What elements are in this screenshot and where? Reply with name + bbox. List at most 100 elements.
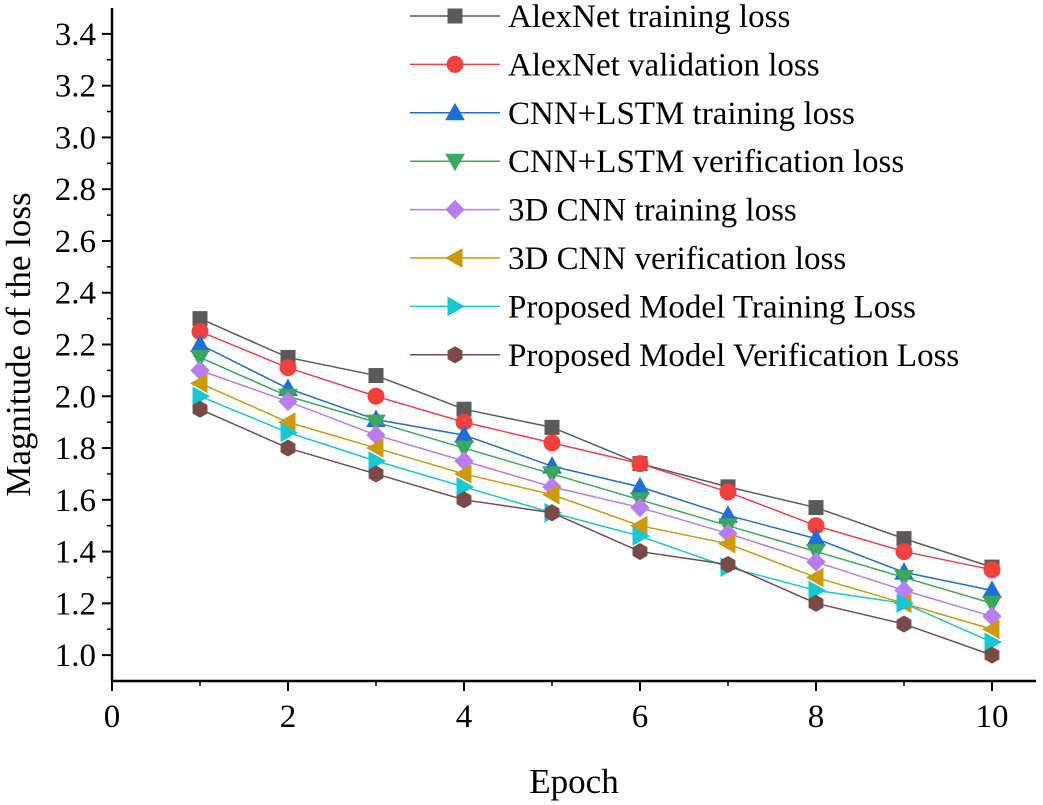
data-point — [631, 455, 649, 473]
data-point — [894, 569, 914, 588]
legend-marker — [447, 8, 463, 24]
data-point — [983, 561, 1001, 579]
series-line — [199, 343, 993, 592]
y-tick-label: 2.2 — [55, 328, 96, 364]
data-point — [806, 552, 826, 572]
data-point — [366, 414, 386, 433]
legend-item: AlexNet validation loss — [410, 47, 820, 83]
legend-marker — [445, 102, 465, 121]
legend-item: CNN+LSTM training loss — [410, 96, 855, 132]
data-point — [896, 593, 915, 614]
data-point — [808, 580, 827, 601]
y-tick-label: 1.4 — [55, 535, 96, 571]
y-tick-label: 2.0 — [55, 379, 96, 415]
data-point — [367, 387, 385, 405]
data-point — [541, 484, 560, 505]
x-tick-label: 2 — [280, 699, 297, 735]
data-point — [453, 464, 472, 484]
legend-item: CNN+LSTM verification loss — [410, 144, 904, 180]
data-point — [192, 386, 211, 407]
data-point — [632, 542, 648, 561]
y-tick-label: 3.2 — [55, 69, 96, 105]
x-axis-title: Epoch — [529, 762, 619, 801]
series-line — [199, 356, 993, 605]
data-point — [368, 368, 384, 384]
data-point — [543, 434, 561, 452]
legend-label: Proposed Model Training Loss — [508, 289, 916, 325]
data-point — [717, 533, 736, 554]
legend-label: 3D CNN verification loss — [508, 241, 846, 277]
data-point — [982, 595, 1002, 614]
series-8 — [192, 400, 1000, 664]
data-point — [984, 632, 1003, 653]
legend-label: 3D CNN training loss — [508, 193, 797, 229]
data-point — [190, 349, 210, 368]
data-point — [544, 504, 560, 522]
axes: 1.0 1.2 1.4 1.6 1.8 2.0 2.2 2.4 2.6 2.8 3.0 3.2 3.4 0… — [55, 8, 1036, 735]
series-5 — [190, 360, 1002, 626]
data-point — [984, 646, 1000, 664]
legend-item: 3D CNN verification loss — [410, 241, 846, 277]
legend-marker — [447, 346, 463, 364]
legend-marker — [446, 55, 464, 73]
data-point — [280, 422, 299, 443]
data-point — [190, 334, 210, 352]
legend-item: Proposed Model Verification Loss — [410, 338, 959, 374]
data-point — [279, 359, 297, 377]
legend-label: AlexNet training loss — [508, 0, 790, 35]
data-point — [278, 391, 298, 412]
x-tick-label: 8 — [808, 699, 825, 735]
legend-marker — [445, 199, 465, 220]
series-line — [199, 382, 993, 630]
data-point — [808, 594, 824, 612]
legend-label: Proposed Model Verification Loss — [508, 338, 959, 374]
legend-marker — [444, 248, 463, 268]
data-point — [192, 400, 208, 418]
legend-item: Proposed Model Training Loss — [410, 289, 916, 325]
data-point — [542, 466, 562, 484]
data-point — [896, 615, 912, 633]
legend: AlexNet training loss AlexNet validation … — [410, 0, 959, 374]
x-tick-label: 4 — [456, 699, 473, 735]
data-point — [895, 543, 913, 561]
y-tick-label: 1.8 — [55, 431, 96, 467]
y-tick-label: 1.2 — [55, 586, 96, 622]
legend-item: 3D CNN training loss — [410, 193, 797, 229]
y-axis-title: Magnitude of the loss — [0, 192, 38, 496]
data-point — [454, 440, 474, 459]
legend-label: AlexNet validation loss — [508, 47, 820, 83]
data-point — [630, 497, 650, 518]
series-line — [199, 330, 993, 571]
x-tick-label: 0 — [104, 699, 121, 735]
data-point — [456, 477, 475, 497]
legend-marker — [447, 296, 466, 317]
series-6 — [189, 373, 1000, 640]
series-line — [199, 369, 993, 618]
data-point — [368, 465, 384, 483]
x-tick-label: 10 — [976, 699, 1009, 735]
data-point — [981, 619, 1000, 640]
data-point — [719, 483, 737, 501]
legend-marker — [445, 153, 465, 172]
y-tick-label: 3.0 — [55, 120, 96, 156]
series-line — [199, 317, 993, 568]
data-point — [808, 500, 824, 516]
series-3 — [190, 334, 1002, 598]
x-tick-label: 6 — [632, 699, 649, 735]
y-tick-label: 1.0 — [55, 638, 96, 674]
data-point — [632, 526, 651, 546]
data-point — [720, 555, 736, 574]
series-line — [199, 395, 993, 643]
data-point — [368, 451, 387, 471]
series-4 — [190, 349, 1002, 614]
series-line — [199, 408, 993, 656]
data-point — [189, 373, 208, 394]
y-tick-label: 1.6 — [55, 483, 96, 519]
y-tick-label: 2.8 — [55, 172, 96, 208]
y-tick-label: 2.4 — [55, 276, 96, 312]
data-point — [280, 439, 296, 457]
legend-label: CNN+LSTM verification loss — [508, 144, 904, 180]
series-7 — [192, 386, 1003, 653]
y-tick-label: 2.6 — [55, 224, 96, 260]
